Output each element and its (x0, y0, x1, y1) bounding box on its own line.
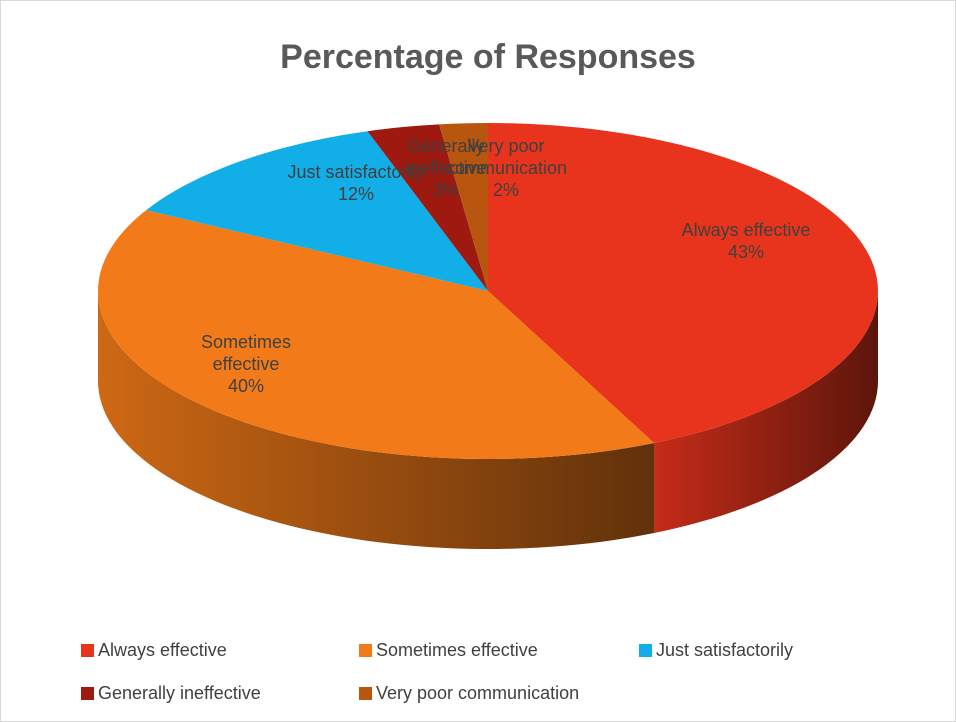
slice-side (654, 291, 878, 534)
legend-label: Always effective (98, 640, 227, 660)
legend-swatch (81, 687, 94, 700)
legend-label: Sometimes effective (376, 640, 538, 660)
data-label-name: Very poor communication (446, 136, 568, 178)
data-label: Generally ineffective 3% (406, 135, 487, 201)
legend-item: Always effective (81, 640, 227, 661)
slice (439, 123, 488, 291)
data-label-name: Always effective (681, 220, 811, 240)
legend-item: Very poor communication (359, 683, 579, 704)
legend-swatch (359, 644, 372, 657)
data-label-name: Just satisfactorily (287, 162, 425, 182)
legend-label: Generally ineffective (98, 683, 261, 703)
slice (367, 124, 488, 291)
legend-label: Just satisfactorily (656, 640, 794, 660)
legend-swatch (639, 644, 652, 657)
slice-side (98, 291, 655, 549)
legend-label: Very poor communication (376, 683, 580, 703)
legend-item: Generally ineffective (81, 683, 261, 704)
legend-swatch (359, 687, 372, 700)
data-label: Sometimes effective 40% (186, 331, 306, 397)
data-label-value: 43% (727, 242, 765, 262)
data-label-name: Generally ineffective (406, 136, 487, 178)
slice (146, 131, 488, 291)
data-label-value: 12% (337, 184, 375, 204)
legend-swatch (81, 644, 94, 657)
legend-item: Just satisfactorily (639, 640, 793, 661)
data-label: Very poor communication 2% (446, 135, 568, 201)
slice (98, 210, 655, 459)
data-label: Just satisfactorily 12% (256, 161, 456, 205)
chart-title: Percentage of Responses (280, 38, 696, 76)
data-label-value: 3% (432, 180, 459, 200)
data-label-name: Sometimes effective (200, 332, 292, 374)
data-label-value: 40% (227, 376, 265, 396)
data-label-value: 2% (492, 180, 519, 200)
data-label: Always effective 43% (646, 219, 846, 263)
slice (488, 123, 878, 444)
legend-item: Sometimes effective (359, 640, 538, 661)
